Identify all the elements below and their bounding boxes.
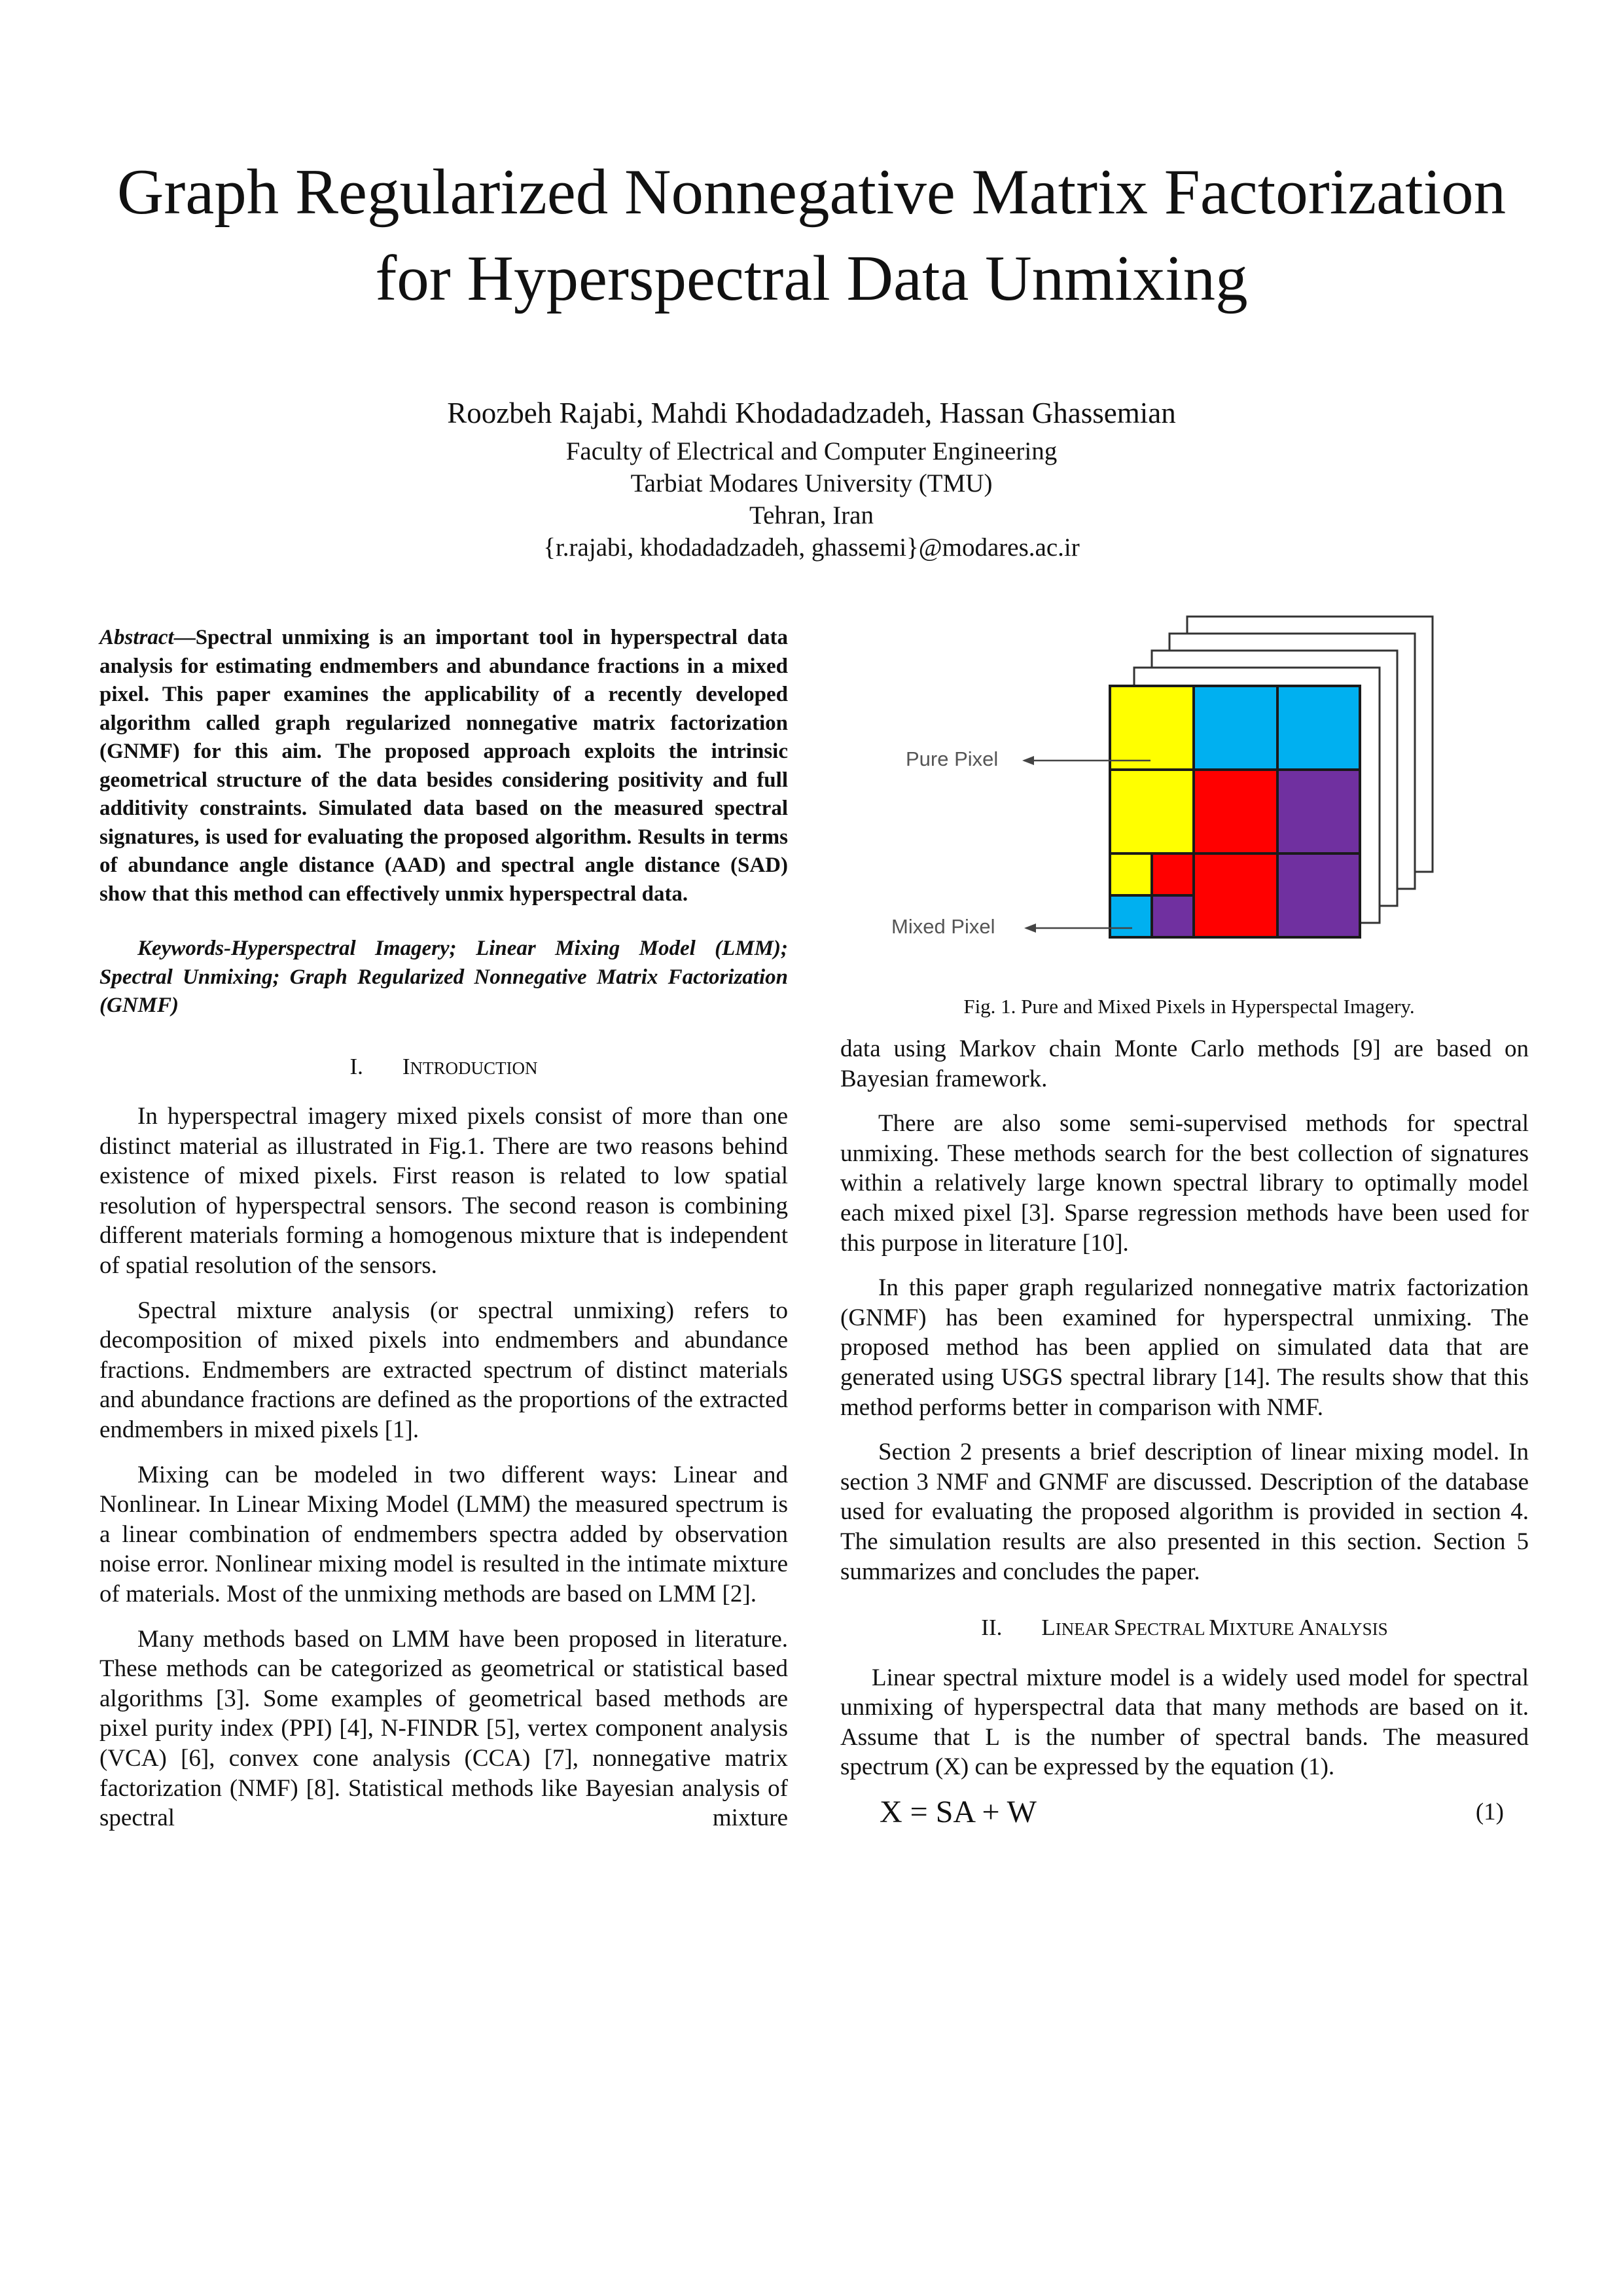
intro-paragraph-4: Many methods based on LMM have been prop… — [99, 1625, 788, 1832]
section-2-title-part: S — [1114, 1615, 1127, 1641]
authors: Roozbeh Rajabi, Mahdi Khodadadzadeh, Has… — [447, 397, 1176, 429]
intro-continuation: data using Markov chain Monte Carlo meth… — [840, 1035, 1529, 1092]
mixed-pixel-arrowhead — [1024, 924, 1036, 933]
cell-red-bottom — [1194, 853, 1277, 937]
cell-red-mid — [1194, 770, 1277, 853]
figure-1-caption: Fig. 1. Pure and Mixed Pixels in Hypersp… — [963, 995, 1415, 1018]
abstract-dash: — — [173, 626, 196, 649]
subcell-purple — [1152, 895, 1194, 937]
intro-paragraph-7: Section 2 presents a brief description o… — [840, 1439, 1529, 1585]
section-2-title-part: NALYSIS — [1315, 1619, 1388, 1640]
section-2-heading: II. LINEAR SPECTRAL MIXTURE ANALYSIS — [840, 1613, 1529, 1645]
section-2-title-part: PECTRAL — [1126, 1619, 1209, 1640]
equation-1-number: (1) — [1475, 1799, 1504, 1826]
equation-1-body: X = SA + W — [880, 1795, 1037, 1830]
paper-title: Graph Regularized Nonnegative Matrix Fac… — [0, 149, 1623, 322]
affiliation-emails: {r.rajabi, khodadadzadeh, ghassemi}@moda… — [543, 533, 1080, 562]
section-2-title-part: INEAR — [1055, 1619, 1114, 1640]
affiliation-location: Tehran, Iran — [749, 501, 874, 529]
cell-yellow-mid — [1110, 770, 1194, 853]
subcell-yellow — [1110, 853, 1152, 895]
label-mixed-pixel: Mixed Pixel — [891, 915, 995, 938]
cell-yellow-top — [1110, 686, 1194, 770]
abstract-label: Abstract — [99, 626, 174, 649]
front-layer-grid — [1109, 685, 1361, 939]
affiliation-university: Tarbiat Modares University (TMU) — [630, 469, 993, 497]
cell-cyan-1 — [1194, 686, 1277, 770]
section-1-heading: I. INTRODUCTION — [99, 1052, 788, 1084]
intro-paragraph-6: In this paper graph regularized nonnegat… — [840, 1274, 1529, 1421]
equation-1: X = SA + W (1) — [840, 1795, 1529, 1830]
cell-purple-bottom — [1277, 853, 1360, 937]
figure-1: Pure Pixel Mixed Pixel — [851, 615, 1544, 982]
section-1-title-rest: NTRODUCTION — [410, 1058, 538, 1078]
section-1-title-initial: I — [402, 1053, 410, 1079]
section-2-title-part: A — [1298, 1615, 1315, 1641]
subcell-red — [1152, 853, 1194, 895]
left-column: Abstract—Spectral unmixing is an importa… — [99, 624, 788, 1848]
section-1-number: I. — [349, 1053, 363, 1079]
keywords: Keywords-Hyperspectral Imagery; Linear M… — [99, 937, 788, 1017]
right-column: data using Markov chain Monte Carlo meth… — [840, 1034, 1529, 1827]
abstract-text: Spectral unmixing is an important tool i… — [99, 626, 788, 906]
section-2-paragraph: Linear spectral mixture model is a widel… — [840, 1664, 1529, 1781]
abstract: Abstract—Spectral unmixing is an importa… — [99, 624, 788, 908]
cell-cyan-2 — [1277, 686, 1360, 770]
affiliation-faculty: Faculty of Electrical and Computer Engin… — [565, 437, 1058, 465]
label-pure-pixel: Pure Pixel — [906, 747, 998, 770]
intro-paragraph-2: Spectral mixture analysis (or spectral u… — [99, 1297, 788, 1444]
affiliation: Faculty of Electrical and Computer Engin… — [0, 435, 1623, 564]
title-line-2: for Hyperspectral Data Unmixing — [375, 243, 1248, 314]
section-2-title-part: M — [1209, 1615, 1230, 1641]
intro-paragraph-1: In hyperspectral imagery mixed pixels co… — [99, 1103, 788, 1280]
intro-paragraph-5: There are also some semi-supervised meth… — [840, 1110, 1529, 1257]
subcell-cyan — [1110, 895, 1152, 937]
title-line-1: Graph Regularized Nonnegative Matrix Fac… — [116, 156, 1507, 228]
pure-pixel-arrowhead — [1022, 756, 1034, 765]
section-2-title-part: IXTURE — [1229, 1619, 1299, 1640]
cell-purple-mid — [1277, 770, 1360, 853]
intro-paragraph-3: Mixing can be modeled in two different w… — [99, 1461, 788, 1607]
section-2-title-part: L — [1041, 1615, 1056, 1641]
figure-1-graphic: Pure Pixel Mixed Pixel — [891, 615, 1434, 939]
section-2-number: II. — [981, 1615, 1003, 1641]
